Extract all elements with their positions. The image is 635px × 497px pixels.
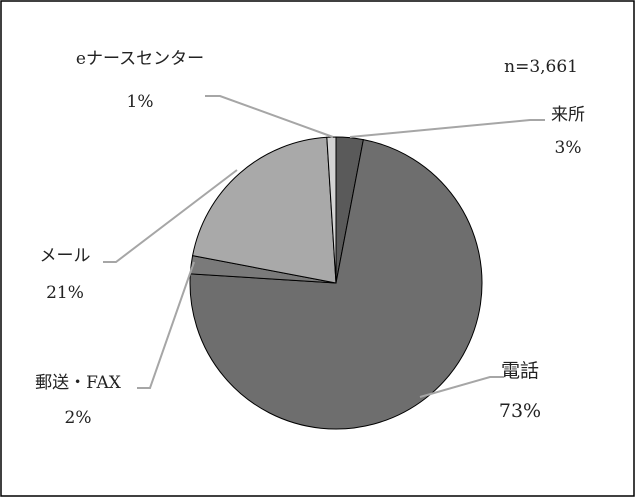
slice-label: メール [40,246,91,266]
slice-value-label: 21% [46,283,84,303]
pie-slice [189,139,483,430]
leader-line [205,95,334,138]
slice-label: 電話 [501,360,539,382]
slice-value-label: 1% [127,92,154,112]
labels-layer: 来所 3% 電話 73% 郵送・FAX 2% メール 21% eナースセンター 1% [35,49,585,428]
sample-size-annotation: n=3,661 [504,57,578,77]
slice-label: eナースセンター [76,49,204,69]
slice-label: 郵送・FAX [35,373,122,393]
slice-value-label: 73% [499,400,541,422]
leader-lines [103,95,545,398]
leader-line [419,376,504,398]
slice-value-label: 3% [555,138,582,158]
slices-layer [189,136,483,430]
leader-line [103,169,238,263]
slice-label: 来所 [551,105,585,125]
slice-value-label: 2% [65,408,92,428]
pie-slice [192,136,337,284]
leader-line [137,261,195,389]
leader-line [349,119,545,138]
